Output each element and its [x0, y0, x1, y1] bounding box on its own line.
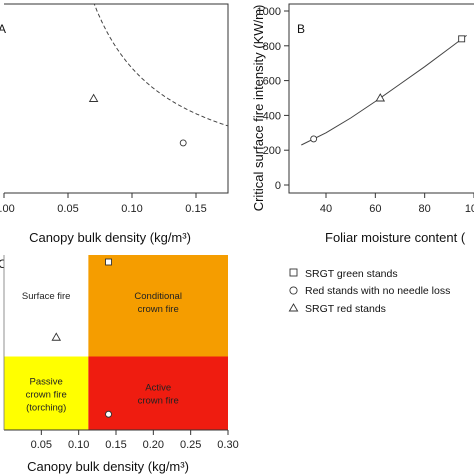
region-surface-fire-label: Surface fire [22, 291, 71, 302]
panel-a-xtick-label: 0.00 [0, 203, 15, 215]
panel-a-curve [93, 4, 228, 127]
region-passive-crown-fire [4, 356, 89, 430]
panel-b-ytick-label: 0 [275, 180, 281, 192]
legend-item-green: SRGT green stands [305, 268, 398, 280]
panel-c: C Canopy bulk density (kg/m³) Surface fi… [0, 255, 239, 474]
panel-b-point-triangle [375, 93, 386, 102]
panel-c-xlabel: Canopy bulk density (kg/m³) [27, 459, 189, 474]
panel-a-xtick-label: 0.05 [57, 203, 78, 215]
panel-c-xtick-label: 0.15 [105, 439, 126, 451]
legend-triangle-marker [288, 303, 299, 312]
panel-b-ytick-label: 600 [263, 76, 281, 88]
panel-a-point-triangle [88, 93, 99, 102]
panel-b-xtick-label: 40 [320, 203, 332, 215]
panel-b-point-square [458, 35, 466, 43]
panel-b: B Critical surface fire intensity (KW/m)… [251, 3, 474, 245]
region-conditional-crown-fire-label: crown fire [138, 304, 179, 315]
panel-b-curve [301, 35, 467, 146]
panel-b-ylabel: Critical surface fire intensity (KW/m) [251, 5, 266, 212]
panel-b-frame [288, 3, 474, 194]
panel-a-frame [4, 3, 229, 194]
legend-item-red-no-loss: Red stands with no needle loss [305, 285, 450, 297]
region-conditional-crown-fire [88, 255, 228, 357]
legend-square-marker [289, 268, 298, 277]
panel-a-point-circle [179, 139, 187, 147]
region-conditional-crown-fire-label: Conditional [134, 291, 182, 302]
region-active-crown-fire-label: Active [145, 383, 171, 394]
region-passive-crown-fire-label: crown fire [26, 390, 67, 401]
panel-b-xtick-label: 80 [419, 203, 431, 215]
panel-a-xtick-label: 0.15 [185, 203, 206, 215]
legend-item-red: SRGT red stands [305, 303, 386, 315]
panel-b-ytick-label: 400 [263, 110, 281, 122]
panel-b-label: B [297, 22, 305, 36]
panel-c-xtick-label: 0.05 [31, 439, 52, 451]
panel-b-xlabel: Foliar moisture content ( [325, 230, 466, 245]
region-passive-crown-fire-label: Passive [30, 377, 63, 388]
panel-c-point-triangle [51, 332, 62, 341]
panel-b-xtick-label: 60 [369, 203, 381, 215]
region-surface-fire [4, 255, 89, 357]
legend-circle-marker [289, 286, 298, 295]
panel-a-xtick-label: 0.10 [121, 203, 142, 215]
legend: SRGT green stands Red stands with no nee… [288, 268, 450, 315]
panel-a: A Canopy bulk density (kg/m³) 0.00 0.05 0.… [0, 3, 229, 245]
panel-c-point-square [105, 258, 112, 266]
panel-c-xtick-label: 0.25 [180, 439, 201, 451]
panel-b-ytick-label: 200 [263, 145, 281, 157]
panel-c-point-circle [105, 410, 112, 418]
panel-b-ytick-label: 800 [263, 41, 281, 53]
panel-c-label: C [0, 257, 7, 271]
panel-a-label: A [0, 22, 6, 36]
panel-c-xtick-label: 0.30 [217, 439, 238, 451]
panel-a-xlabel: Canopy bulk density (kg/m³) [29, 230, 191, 245]
region-active-crown-fire-label: crown fire [138, 396, 179, 407]
panel-b-xtick-label: 100 [465, 203, 474, 215]
panel-b-ytick-label: 1000 [257, 6, 281, 18]
panel-c-xtick-label: 0.10 [68, 439, 89, 451]
panel-c-xtick-label: 0.20 [143, 439, 164, 451]
region-active-crown-fire [88, 356, 228, 430]
panel-b-point-circle [310, 135, 318, 143]
region-passive-crown-fire-label: (torching) [26, 403, 66, 414]
